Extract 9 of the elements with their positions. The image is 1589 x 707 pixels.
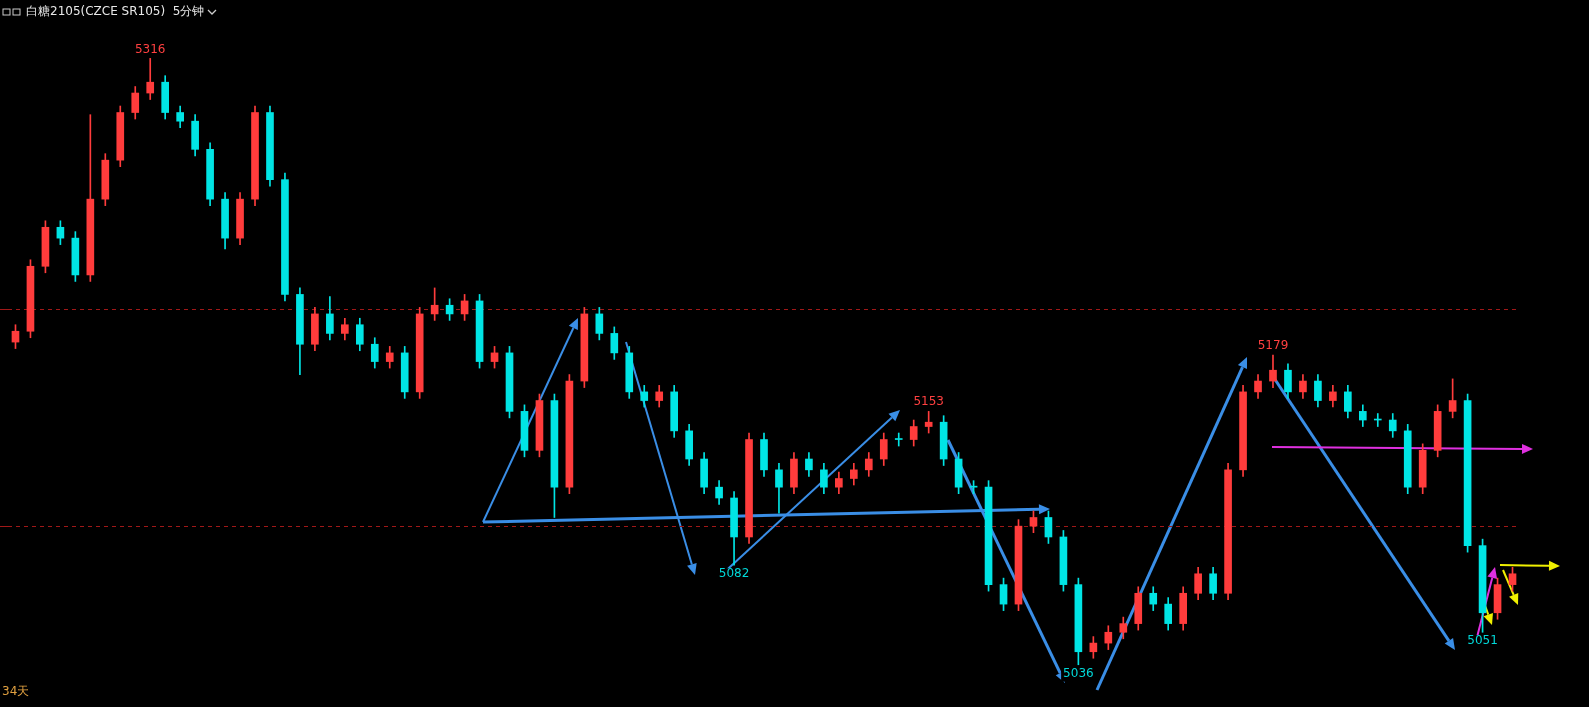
text: 34天 [2, 683, 30, 700]
annotation: 5051 [1467, 633, 1498, 648]
candlestick [894, 432, 903, 447]
annotation: 5036 [1063, 665, 1094, 680]
annotation: 5316 [134, 41, 166, 56]
chart-title: 白糖2105(CZCE SR105) 5分钟 [26, 3, 205, 20]
annotation: 5179 [1257, 338, 1289, 353]
annotation: 5082 [718, 566, 750, 581]
annotation: 5153 [913, 394, 944, 409]
